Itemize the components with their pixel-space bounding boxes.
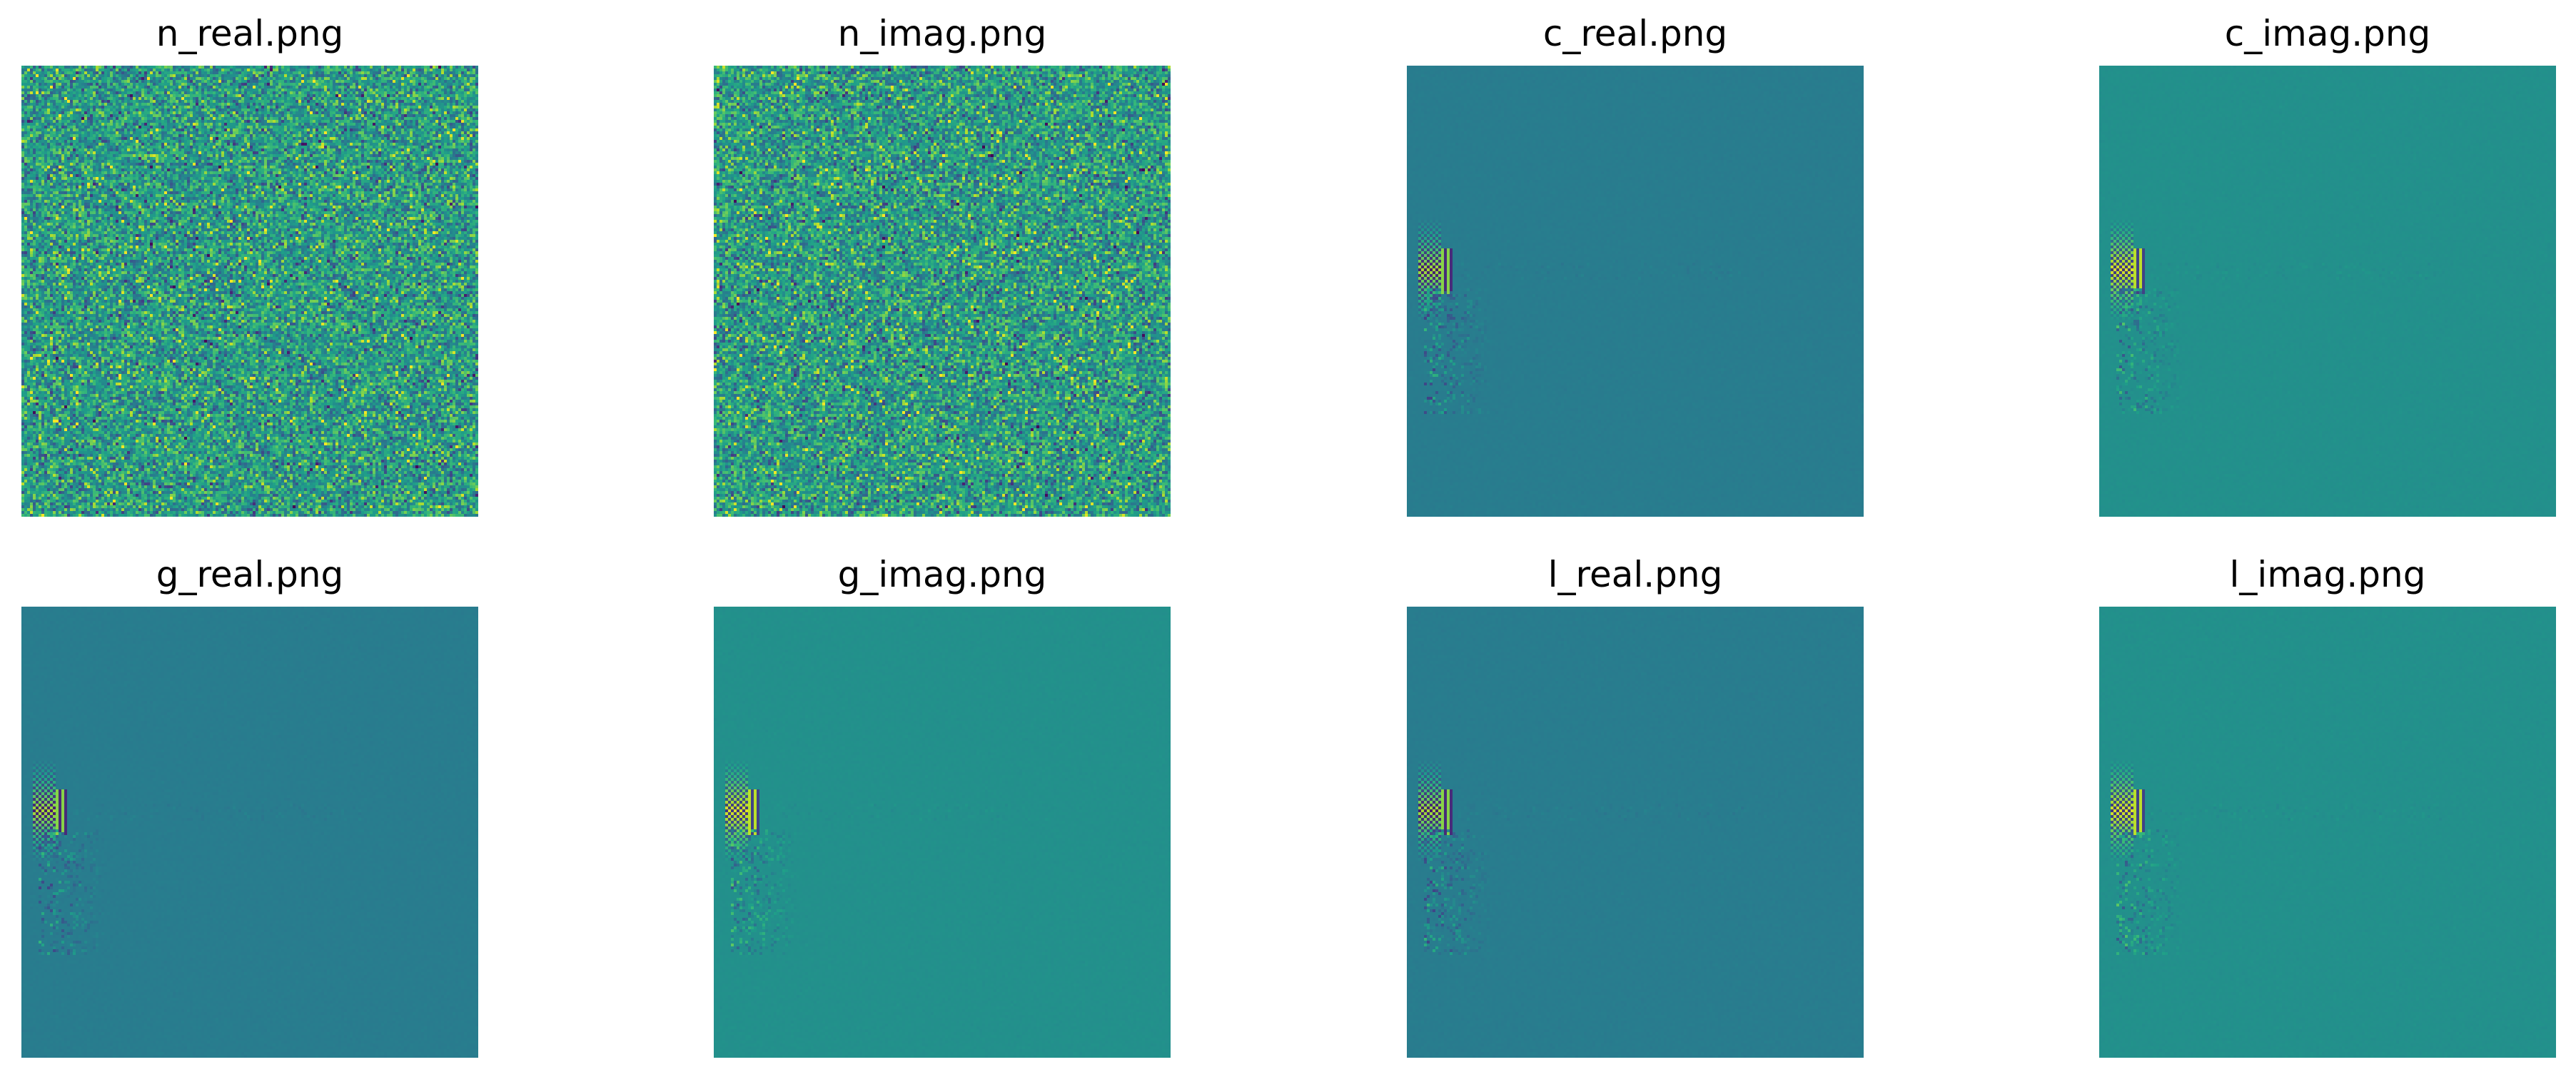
subplot-title: c_real.png — [1542, 13, 1728, 54]
subplot-title: n_real.png — [156, 13, 344, 54]
subplot-title: g_real.png — [156, 554, 344, 595]
heatmap-image — [1407, 607, 1864, 1058]
subplot-title: l_real.png — [1547, 554, 1723, 595]
heatmap-image — [2099, 607, 2556, 1058]
subplot-title: g_imag.png — [837, 554, 1047, 595]
heatmap-image — [714, 66, 1171, 517]
heatmap-image — [2099, 66, 2556, 517]
subplot-title: l_imag.png — [2229, 554, 2426, 595]
heatmap-image — [21, 66, 478, 517]
subplot-title: n_imag.png — [837, 13, 1047, 54]
heatmap-image — [1407, 66, 1864, 517]
heatmap-image — [714, 607, 1171, 1058]
heatmap-image — [21, 607, 478, 1058]
subplot-title: c_imag.png — [2224, 13, 2431, 54]
